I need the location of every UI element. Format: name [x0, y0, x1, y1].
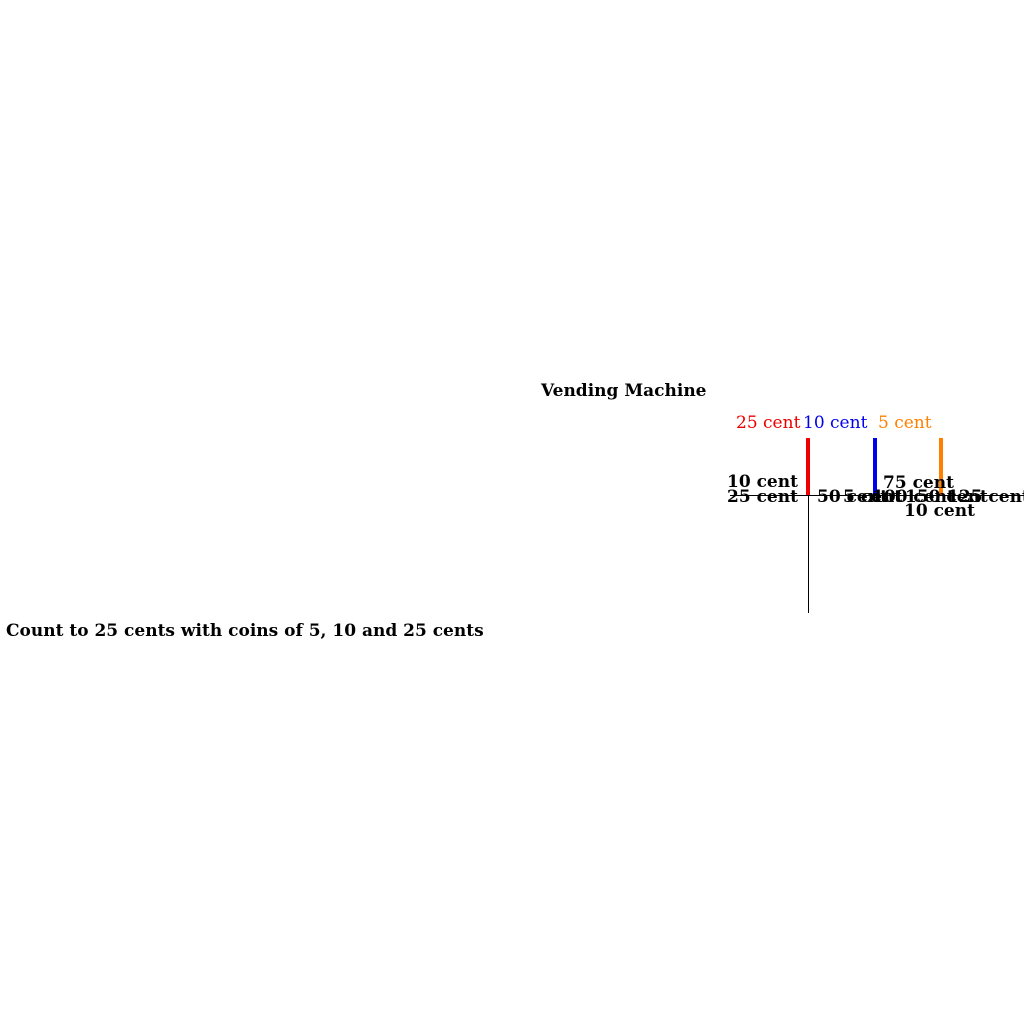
label-mid-d: 150 cent — [905, 487, 988, 507]
coin-label-5: 5 cent — [878, 413, 932, 433]
coin-bar-25 — [806, 438, 810, 496]
label-upper-right: 75 cent — [883, 473, 954, 493]
coin-label-10: 10 cent — [803, 413, 868, 433]
coin-label-25: 25 cent — [736, 413, 801, 433]
vertical-axis — [808, 495, 809, 613]
coin-bar-10 — [873, 438, 877, 496]
label-left-top: 10 cent — [727, 472, 798, 492]
diagram-caption: Count to 25 cents with coins of 5, 10 an… — [6, 621, 484, 641]
label-mid-c: 100 cent — [872, 487, 955, 507]
label-mid-b: 5 cent — [843, 487, 903, 507]
label-mid-a: 50 cent — [817, 487, 888, 507]
label-left-bottom: 25 cent — [727, 487, 798, 507]
horizontal-axis — [730, 495, 1024, 496]
label-mid-e: 125 cent — [947, 487, 1024, 507]
diagram-title: Vending Machine — [541, 381, 707, 401]
coin-bar-5 — [939, 438, 943, 496]
label-lower-right: 10 cent — [904, 501, 975, 521]
